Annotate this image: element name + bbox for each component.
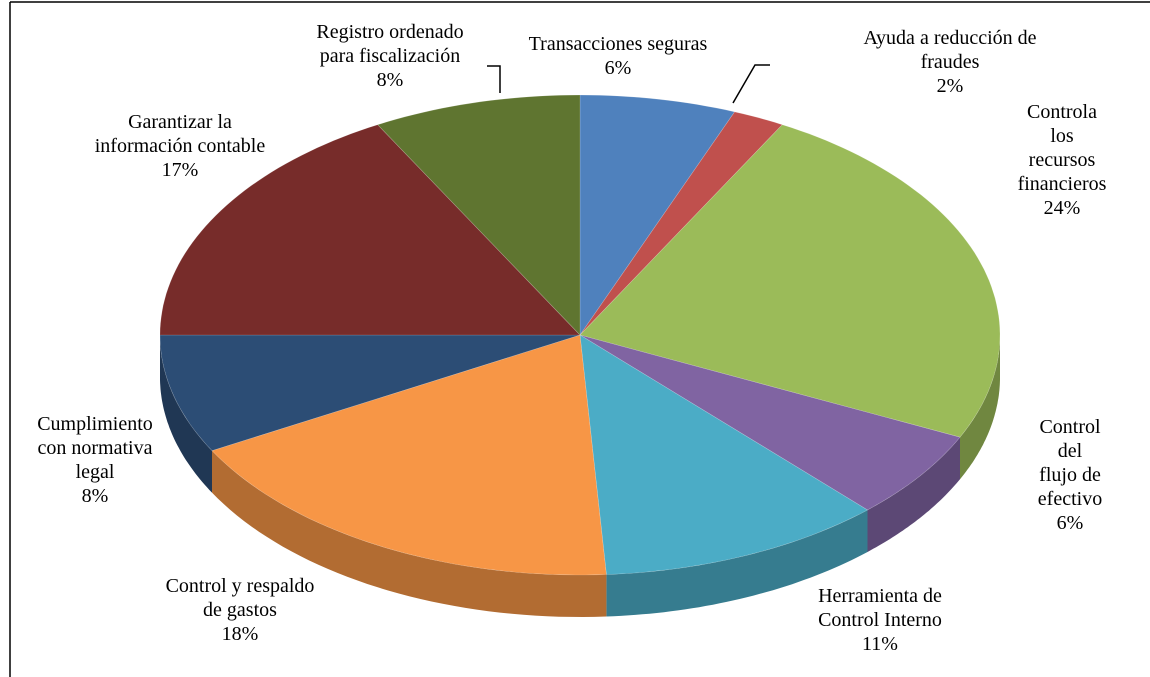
slice-label: Registro ordenado para fiscalización 8%	[316, 20, 463, 92]
value-label: 6%	[604, 57, 632, 79]
category-label: Cumplimiento con normativa legal	[37, 413, 153, 483]
slice-label: Cumplimiento con normativa legal 8%	[37, 412, 153, 508]
pie-slice	[579, 111, 783, 336]
pie-slice	[211, 334, 607, 576]
pie-slice	[377, 94, 581, 336]
value-label: 8%	[81, 485, 109, 507]
pie-slice	[579, 334, 961, 511]
pie-slice-side	[867, 437, 960, 552]
leader-line	[487, 65, 501, 93]
slice-label: Controla los recursos financieros 24%	[1018, 100, 1107, 220]
pie-slice	[579, 94, 736, 336]
value-label: 8%	[376, 69, 404, 91]
value-label: 2%	[936, 75, 964, 97]
category-label: Controla los recursos financieros	[1017, 101, 1107, 195]
value-label: 11%	[862, 633, 898, 655]
value-label: 18%	[221, 623, 259, 645]
value-label: 17%	[161, 159, 199, 181]
category-label: Control y respaldo de gastos	[165, 575, 315, 621]
slice-label: Ayuda a reducción de fraudes 2%	[850, 26, 1050, 98]
pie-slice-side	[212, 450, 607, 617]
value-label: 6%	[1056, 512, 1084, 534]
pie-slice-side	[960, 335, 1000, 480]
pie-slice	[579, 124, 1001, 438]
slice-label: Control del flujo de efectivo 6%	[1030, 415, 1110, 535]
pie-slice-side	[160, 335, 212, 493]
slice-label: Transacciones seguras 6%	[529, 32, 708, 80]
pie-slice	[159, 334, 581, 451]
category-label: Ayuda a reducción de fraudes	[863, 27, 1037, 73]
slice-label: Herramienta de Control Interno 11%	[818, 584, 942, 656]
pie-slice-side	[606, 510, 868, 617]
category-label: Transacciones seguras	[528, 33, 708, 55]
pie-slice	[159, 124, 581, 336]
category-label: Registro ordenado para fiscalización	[316, 21, 464, 67]
pie-slice	[579, 334, 869, 575]
slice-label: Control y respaldo de gastos 18%	[166, 574, 315, 646]
leader-line	[732, 64, 770, 104]
slice-label: Garantizar la información contable 17%	[95, 110, 266, 182]
category-label: Garantizar la información contable	[94, 111, 266, 157]
category-label: Control del flujo de efectivo	[1037, 416, 1103, 510]
category-label: Herramienta de Control Interno	[818, 585, 942, 631]
value-label: 24%	[1043, 197, 1081, 219]
